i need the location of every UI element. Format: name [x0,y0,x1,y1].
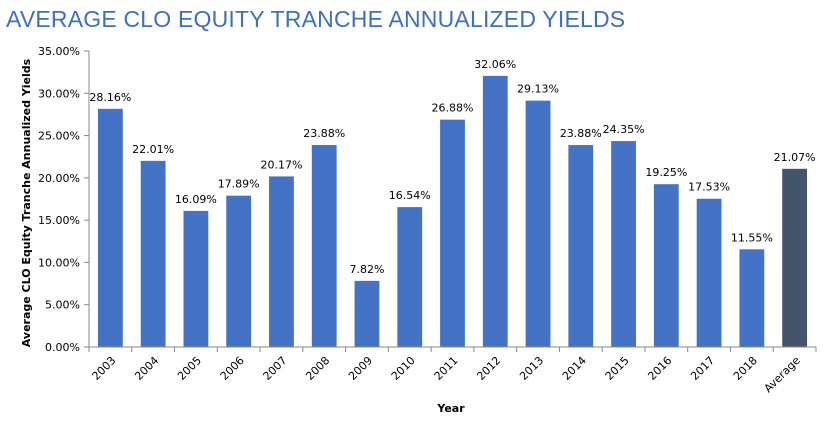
data-label-2008: 23.88% [303,127,345,140]
data-label-2013: 29.13% [517,83,559,96]
bar-2013 [525,100,551,347]
x-tick-label: 2011 [432,354,461,383]
y-axis: 0.00% 5.00% 10.00% 15.00% 20.00% 25.00% 30.00%… [38,45,90,354]
x-tick-label: 2003 [90,354,119,383]
bar-2018 [739,249,765,347]
x-tick-label: 2013 [517,354,546,383]
bar-2003 [97,108,123,347]
x-tick-label: 2014 [560,354,589,383]
data-label-2018: 11.55% [731,231,773,244]
chart-title: AVERAGE CLO EQUITY TRANCHE ANNUALIZED YI… [6,6,626,32]
x-tick-label: 2005 [175,354,204,383]
bar-2005 [183,210,209,347]
bar-2011 [440,119,465,347]
bar-2010 [397,207,423,347]
data-label-2005: 16.09% [175,193,217,206]
data-label-2016: 19.25% [645,166,687,179]
bar-2008 [311,145,337,347]
bar-2006 [226,195,252,347]
bar-2009 [354,280,380,347]
x-tick-label: 2007 [261,354,290,383]
x-axis: 2003 2004 2005 2006 2007 2008 2009 2010 2011 2012… [88,346,817,395]
data-label-2012: 32.06% [474,58,516,71]
x-tick-label: 2004 [132,354,161,383]
data-label-2009: 7.82% [349,263,384,276]
y-tick-label: 5.00% [45,299,80,312]
bar-2007 [269,176,294,347]
y-tick-label: 10.00% [38,256,80,269]
data-label-2004: 22.01% [132,143,174,156]
data-label-Average: 21.07% [774,151,816,164]
data-label-2015: 24.35% [603,123,645,136]
bar-series [97,75,808,347]
data-label-2007: 20.17% [260,158,302,171]
y-tick-label: 0.00% [45,341,80,354]
data-label-2011: 26.88% [432,102,474,115]
x-tick-label: 2008 [303,354,332,383]
x-tick-label: 2006 [218,354,247,383]
x-tick-label: 2009 [346,354,375,383]
data-label-2003: 28.16% [89,91,131,104]
bar-average [782,168,808,347]
x-tick-label: 2012 [474,354,503,383]
x-axis-title: Year [436,402,465,415]
data-labels: 28.16% 22.01% 16.09%17.89%20.17% 23.88% 7.82… [89,58,815,276]
y-tick-label: 35.00% [38,45,80,58]
y-tick-label: 30.00% [38,87,80,100]
data-label-2006: 17.89% [218,178,260,191]
x-tick-label: 2018 [731,354,760,383]
y-axis-title: Average CLO Equity Tranche Annualized Yi… [20,58,33,347]
bar-2017 [696,198,722,347]
y-tick-label: 20.00% [38,172,80,185]
x-tick-label: 2015 [603,354,632,383]
bar-2015 [611,141,636,347]
bar-2016 [653,184,679,347]
data-label-2017: 17.53% [688,181,730,194]
bar-2012 [482,75,508,347]
x-tick-label: Average [762,354,803,395]
bar-2004 [140,160,166,347]
x-tick-label: 2016 [645,354,674,383]
bar-2014 [568,145,594,347]
y-tick-label: 15.00% [38,214,80,227]
x-tick-label: 2010 [389,354,418,383]
data-label-2010: 16.54% [389,189,431,202]
data-label-2014: 23.88% [560,127,602,140]
y-tick-label: 25.00% [38,130,80,143]
x-tick-label: 2017 [688,354,717,383]
